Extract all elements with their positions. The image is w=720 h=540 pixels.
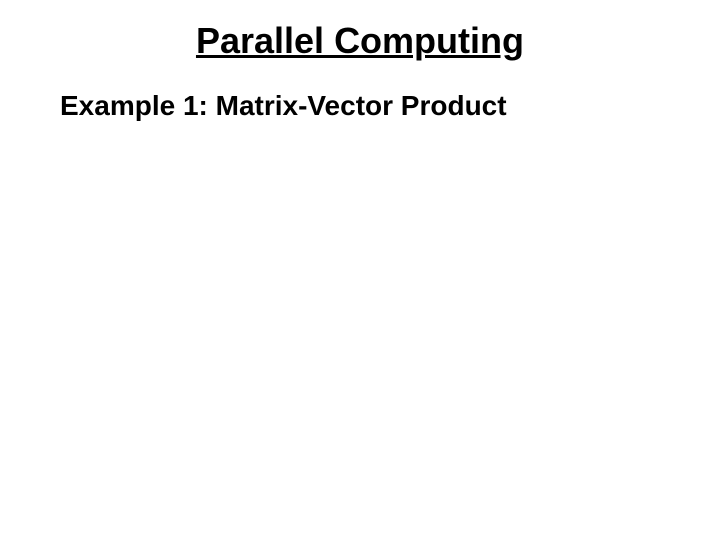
slide-subtitle: Example 1: Matrix-Vector Product bbox=[60, 90, 507, 122]
slide: Parallel Computing Example 1: Matrix-Vec… bbox=[0, 0, 720, 540]
slide-title: Parallel Computing bbox=[0, 20, 720, 62]
